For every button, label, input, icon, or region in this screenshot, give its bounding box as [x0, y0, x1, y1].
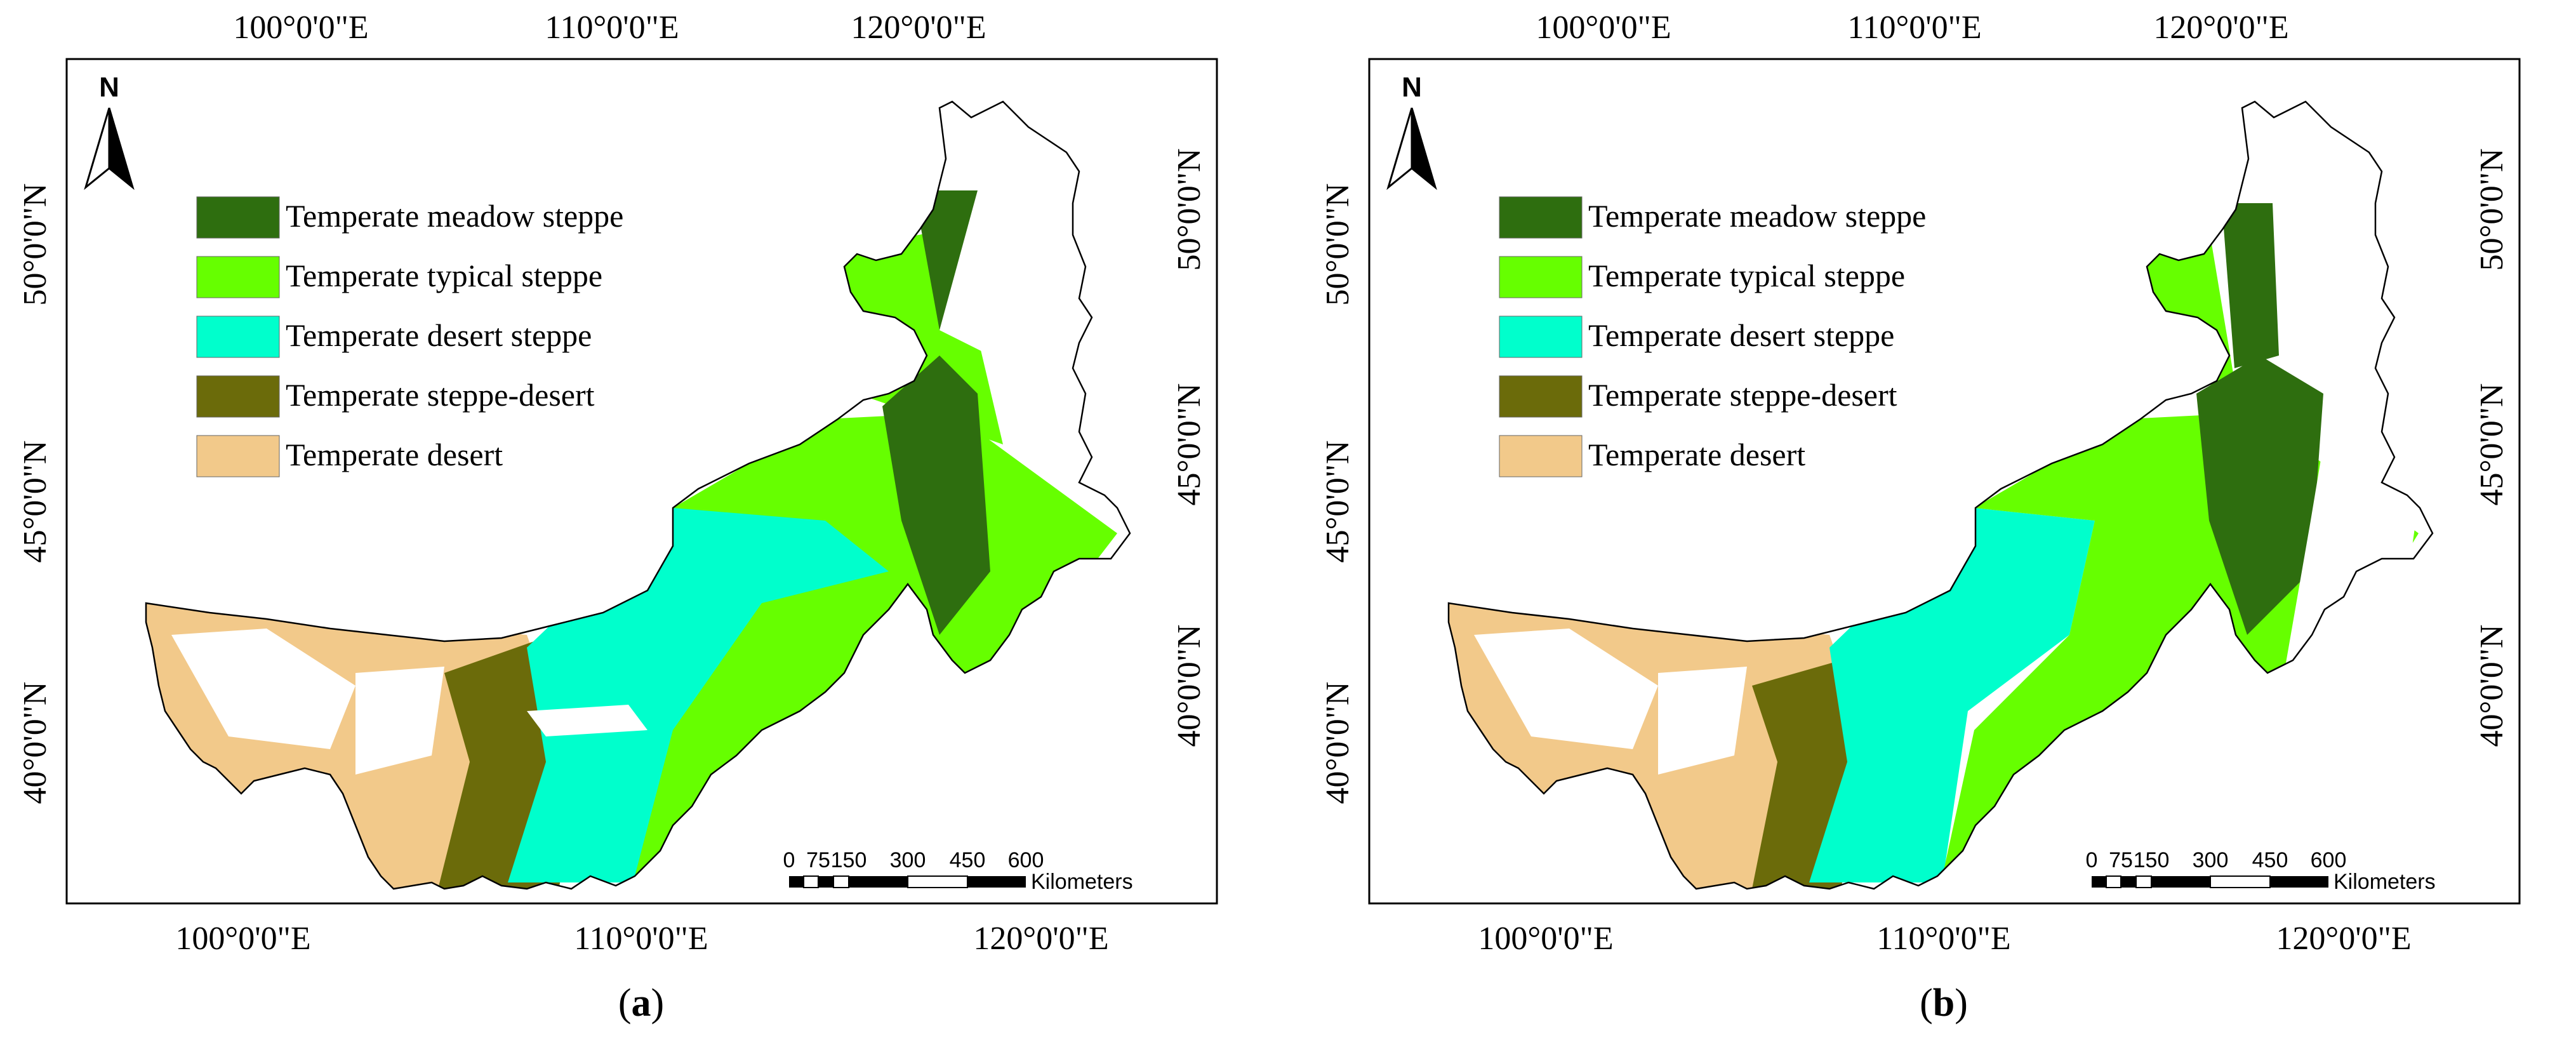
scale-tick-label: 150	[831, 848, 867, 872]
temperate-typical-steppe-zone	[635, 229, 1117, 876]
north-arrow-icon: N	[1386, 72, 1437, 190]
scale-tick-label: 300	[2193, 848, 2229, 872]
top-longitude-label: 100°0'0"E	[233, 10, 368, 46]
scale-tick-label: 600	[1008, 848, 1044, 872]
legend-swatch-desert	[1499, 435, 1583, 477]
legend-label: Temperate steppe-desert	[1588, 377, 1897, 413]
svg-text:N: N	[1402, 72, 1422, 103]
legend-label: Temperate desert	[1588, 437, 1805, 472]
map-panel-b: 100°0'0"E 110°0'0"E 120°0'0"E 100°0'0"E …	[1320, 10, 2521, 1025]
panel-caption: (a)	[618, 982, 664, 1025]
scale-tick-label: 300	[890, 848, 926, 872]
non-grassland-area	[171, 102, 1047, 775]
panel-caption: (b)	[1920, 982, 1968, 1025]
legend-label: Temperate meadow steppe	[1588, 198, 1926, 234]
scale-tick-label: 150	[2134, 848, 2170, 872]
top-longitude-label: 120°0'0"E	[851, 10, 986, 46]
right-latitude-label: 45°0'0"N	[2474, 383, 2510, 506]
bottom-longitude-label: 110°0'0"E	[1876, 921, 2010, 957]
scale-tick-label: 600	[2311, 848, 2347, 872]
bottom-longitude-label: 110°0'0"E	[574, 921, 708, 957]
bottom-longitude-label: 120°0'0"E	[973, 921, 1108, 957]
left-latitude-label: 40°0'0"N	[17, 682, 53, 804]
scale-tick-label: 450	[2252, 848, 2288, 872]
left-latitude-label: 40°0'0"N	[1320, 682, 1356, 804]
right-latitude-label: 45°0'0"N	[1171, 383, 1207, 506]
region-boundary	[145, 100, 1131, 890]
legend-swatch-typical	[196, 256, 280, 298]
temperate-meadow-steppe-zone	[2196, 203, 2323, 635]
legend-swatch-desert-steppe	[1499, 316, 1583, 358]
left-latitude-label: 50°0'0"N	[1320, 183, 1356, 306]
legend-swatch-desert	[196, 435, 280, 477]
region-boundary	[1447, 100, 2434, 890]
bottom-longitude-label: 100°0'0"E	[1478, 921, 1613, 957]
temperate-typical-steppe-zone	[1942, 229, 2419, 876]
scale-unit-label: Kilometers	[2334, 870, 2436, 894]
non-grassland-area	[1474, 102, 2425, 775]
right-latitude-label: 50°0'0"N	[2474, 149, 2510, 271]
top-longitude-label: 110°0'0"E	[1847, 10, 1981, 46]
top-longitude-label: 110°0'0"E	[545, 10, 679, 46]
legend-label: Temperate desert	[286, 437, 503, 472]
legend-swatch-steppe-desert	[1499, 375, 1583, 418]
north-arrow-icon: N	[84, 72, 135, 190]
scale-unit-label: Kilometers	[1031, 870, 1133, 894]
scale-tick-label: 0	[2086, 848, 2098, 872]
legend-label: Temperate typical steppe	[286, 258, 602, 293]
legend-label: Temperate typical steppe	[1588, 258, 1905, 293]
left-latitude-label: 45°0'0"N	[1320, 441, 1356, 563]
bottom-longitude-label: 100°0'0"E	[175, 921, 310, 957]
scale-bar: 0 75 150 300 450 600 Kilometers	[783, 848, 1133, 894]
scale-bar: 0 75 150 300 450 600 Kilometers	[2086, 848, 2436, 894]
top-longitude-label: 100°0'0"E	[1536, 10, 1671, 46]
top-longitude-label: 120°0'0"E	[2153, 10, 2288, 46]
scale-tick-label: 0	[783, 848, 795, 872]
scale-tick-label: 75	[806, 848, 830, 872]
legend-label: Temperate meadow steppe	[286, 198, 623, 234]
right-latitude-label: 50°0'0"N	[1171, 149, 1207, 271]
scale-tick-label: 450	[950, 848, 986, 872]
legend-label: Temperate desert steppe	[286, 317, 592, 353]
left-latitude-label: 50°0'0"N	[17, 183, 53, 306]
scale-tick-label: 75	[2109, 848, 2133, 872]
legend-swatch-meadow	[196, 196, 280, 239]
legend-label: Temperate steppe-desert	[286, 377, 595, 413]
legend-label: Temperate desert steppe	[1588, 317, 1894, 353]
map-panel-a: 100°0'0"E 110°0'0"E 120°0'0"E 100°0'0"E …	[17, 10, 1218, 1025]
region-map	[1447, 100, 2434, 890]
svg-text:N: N	[99, 72, 119, 103]
bottom-longitude-label: 120°0'0"E	[2276, 921, 2411, 957]
map-legend: Temperate meadow steppe Temperate typica…	[1499, 196, 1926, 477]
legend-swatch-meadow	[1499, 196, 1583, 239]
right-latitude-label: 40°0'0"N	[1171, 625, 1207, 747]
legend-swatch-desert-steppe	[196, 316, 280, 358]
left-latitude-label: 45°0'0"N	[17, 441, 53, 563]
map-legend: Temperate meadow steppe Temperate typica…	[196, 196, 623, 477]
legend-swatch-typical	[1499, 256, 1583, 298]
legend-swatch-steppe-desert	[196, 375, 280, 418]
right-latitude-label: 40°0'0"N	[2474, 625, 2510, 747]
